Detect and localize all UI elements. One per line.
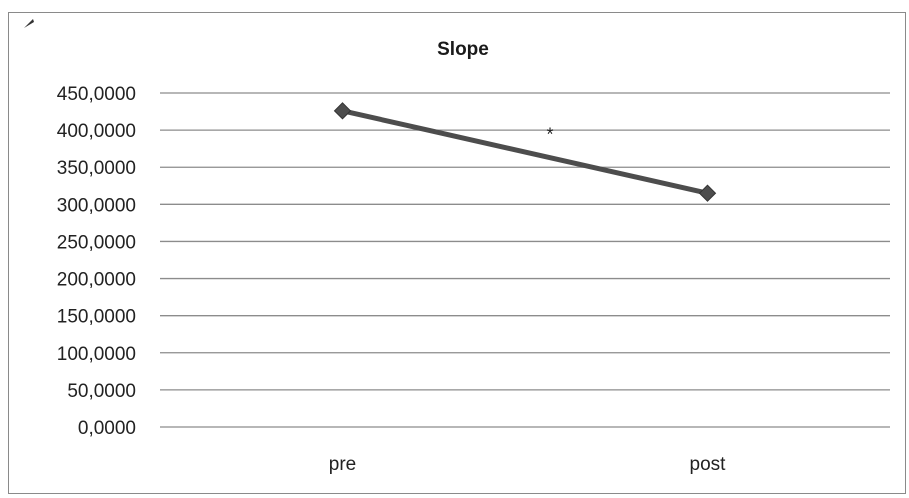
x-category-label: pre <box>329 454 356 475</box>
y-tick-label: 350,0000 <box>57 158 136 179</box>
series-layer <box>333 102 717 202</box>
y-tick-label: 0,0000 <box>78 418 136 439</box>
y-tick-label: 100,0000 <box>57 344 136 365</box>
y-tick-label: 150,0000 <box>57 307 136 328</box>
corner-mark-icon <box>24 19 34 28</box>
y-tick-label: 250,0000 <box>57 232 136 253</box>
x-axis-categories: pre post <box>329 454 726 475</box>
y-tick-label: 200,0000 <box>57 270 136 291</box>
y-tick-label: 50,0000 <box>67 381 136 402</box>
series-line <box>340 108 710 196</box>
x-category-label: post <box>690 454 727 475</box>
y-tick-label: 400,0000 <box>57 121 136 142</box>
data-point-marker <box>698 184 717 202</box>
data-point-marker <box>333 102 352 120</box>
y-axis-ticks: 0,0000 50,0000 100,0000 150,0000 200,0000 250… <box>57 84 136 439</box>
y-tick-label: 450,0000 <box>57 84 136 105</box>
grid-layer <box>160 92 890 428</box>
annotation-layer: * <box>546 125 553 145</box>
y-tick-label: 300,0000 <box>57 195 136 216</box>
significance-annotation: * <box>546 125 553 145</box>
chart-title: Slope <box>437 39 489 60</box>
chart-frame <box>8 12 906 494</box>
